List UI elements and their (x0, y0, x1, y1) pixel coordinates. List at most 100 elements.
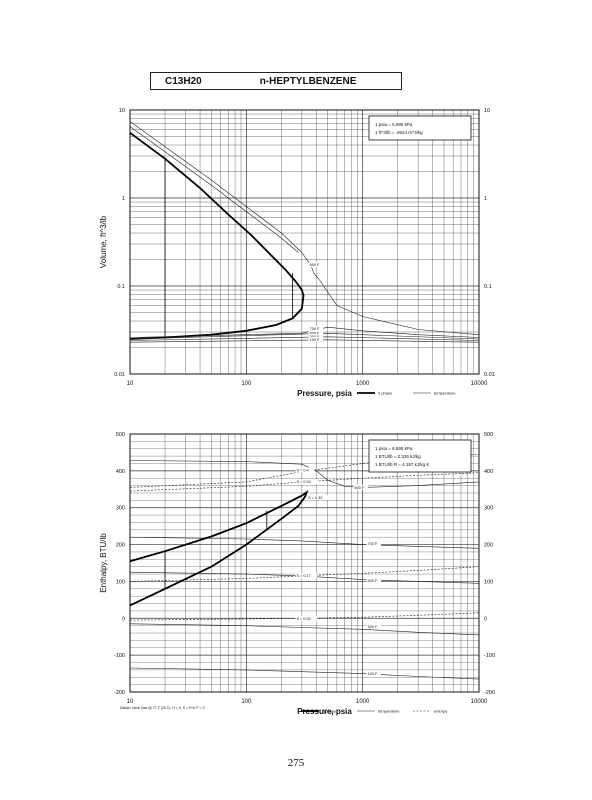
chart2-y-tick-label-left: 400 (116, 469, 125, 475)
chart2-curve-label: S = 0.30 (308, 496, 322, 500)
chart2-y-tick-label-left: 0 (122, 616, 125, 622)
chart1-2phase-curve-0 (129, 132, 305, 340)
chart1-y-tick-label-right: 0.01 (484, 372, 495, 378)
chart2-y-tick-label-left: -100 (114, 653, 125, 659)
compound-formula: C13H20 (165, 75, 202, 87)
chart2-curve-label: 300 F (367, 625, 377, 629)
chart1-curve-label: 500 F (310, 331, 320, 335)
chart2-y-tick-label-right: 500 (484, 432, 493, 438)
chart2-y-tick-label-right: 100 (484, 579, 493, 585)
chart1-curve-label: 600 F (310, 263, 320, 267)
chart2-legend-label: temperature (378, 709, 400, 714)
datum-footnote: Datum: Ideal Gas @ 77 F (25 C), H = 0, S… (120, 706, 205, 710)
chart2-2phase-curve-0 (129, 489, 309, 607)
chart1-curve-label: 300 F (310, 335, 320, 339)
chart2-y-tick-label-left: 300 (116, 506, 125, 512)
chart1-curve-label-bg (308, 330, 324, 336)
chart2-curve-label: S = 0.17 (297, 574, 311, 578)
chart2-curve-label: 600 F (354, 486, 364, 490)
chart2-entropy-curve-9 (129, 612, 480, 621)
chart1-curve-label-bg (308, 337, 324, 343)
chart1-plot-frame (129, 109, 480, 375)
chart2-x-tick-label: 100 (241, 699, 252, 705)
chart2-conversion-box (368, 439, 472, 473)
page-number: 275 (287, 757, 305, 769)
chart1-y-tick-label-left: 10 (119, 108, 125, 114)
chart1-y-tick-label-left: 1 (122, 196, 125, 202)
chart2-y-tick-label-left: 200 (116, 543, 125, 549)
chart2-curve-label-bg (295, 573, 317, 579)
chart2-curve-label-bg (307, 495, 329, 500)
chart2-x-axis-label: Pressure, psia (297, 707, 352, 716)
chart2-y-tick-label-left: 500 (116, 432, 125, 438)
volume-pressure-chart: 10 100 1000 10000 0.01 0.01 0.1 0.1 1 1 10 10 Pressu… (99, 108, 495, 398)
chart2-curve-label: S = 0.4 (297, 468, 309, 472)
chart1-temperature-curve-1 (129, 121, 480, 335)
chart1-x-tick-label: 10 (127, 381, 134, 387)
chart2-curve-label-bg (353, 485, 368, 491)
chart1-x-tick-label: 1000 (356, 381, 370, 387)
chart2-x-tick-label: 10000 (471, 699, 488, 705)
chart2-curve-label-bg (366, 624, 381, 629)
chart1-y-tick-label-right: 0.1 (484, 284, 492, 290)
chart2-conversion-text: 1 psia = 6.895 kPa (375, 446, 413, 451)
chart2-x-tick-label: 10 (127, 699, 134, 705)
chart2-conversion-text: 1 BTU/lb R = 4.187 kJ/kg K (375, 462, 429, 467)
chart2-entropy-curve-8 (129, 566, 480, 582)
chart1-conversion-text: 1 ft^3/lb = .0624 m^3/kg (375, 130, 423, 135)
chart2-y-tick-label-left: -200 (114, 690, 125, 696)
chart1-curve-label-bg (308, 333, 324, 339)
chart2-curve-label: 100 F (367, 672, 377, 676)
chart1-curve-label-bg (308, 326, 324, 332)
chart1-temperature-curve-4 (129, 332, 480, 340)
chart2-legend-label: 2 phase (322, 709, 337, 714)
chart1-temperature-curve-3 (129, 326, 480, 338)
chart1-curve-label: 700 F (310, 327, 320, 331)
chart2-entropy-curve-7 (129, 472, 480, 492)
chart2-y-tick-label-right: 200 (484, 543, 493, 549)
chart2-x-tick-label: 1000 (356, 699, 370, 705)
chart2-curve-label-bg (366, 577, 381, 583)
chart2-y-tick-label-right: 400 (484, 469, 493, 475)
compound-title-box: C13H20 n-HEPTYLBENZENE (150, 72, 402, 90)
chart2-conversion-text: 1 BTU/lb = 2.326 kJ/kg (375, 454, 421, 459)
chart1-temperature-curve-2 (129, 126, 299, 253)
chart1-conversion-box (368, 115, 472, 141)
chart2-legend-label: entropy (434, 709, 447, 714)
chart1-curve-label-bg (308, 262, 324, 268)
chart2-y-tick-label-right: 0 (484, 616, 487, 622)
chart1-y-axis-label: Volume, ft^3/lb (99, 215, 108, 268)
enthalpy-pressure-chart: 10 100 1000 10000 -200 -200 -100 -100 0 0 100 100 20… (99, 432, 495, 716)
chart2-temperature-curve-5 (129, 667, 480, 680)
chart2-curve-label: 700 F (367, 542, 377, 546)
chart1-x-axis-label: Pressure, psia (297, 389, 352, 398)
compound-name: n-HEPTYLBENZENE (259, 75, 357, 87)
chart2-y-tick-label-right: -100 (484, 653, 495, 659)
chart2-curve-label: 500 F (367, 579, 377, 583)
chart2-y-tick-label-right: 300 (484, 506, 493, 512)
chart2-curve-label: S = 0.02 (297, 617, 311, 621)
chart1-legend-label: temperature (434, 391, 456, 396)
chart1-x-tick-label: 10000 (471, 381, 488, 387)
chart1-x-tick-label: 100 (241, 381, 252, 387)
chart2-plot-frame (129, 433, 480, 693)
chart2-entropy-curve-6 (129, 454, 480, 488)
chart2-temperature-curve-2 (129, 536, 480, 549)
chart1-legend-label: 2 phase (378, 391, 393, 396)
chart1-conversion-text: 1 psia = 6.895 kPa (375, 122, 413, 127)
chart2-temperature-curve-4 (129, 623, 480, 636)
chart2-y-tick-label-right: -200 (484, 690, 495, 696)
chart2-y-tick-label-left: 100 (116, 579, 125, 585)
chart1-curve-label: 100 F (310, 338, 320, 342)
chart1-y-tick-label-right: 10 (484, 108, 490, 114)
chart2-curve-label: S = 0.34 (297, 480, 311, 484)
chart1-y-tick-label-left: 0.01 (114, 372, 125, 378)
chart1-temperature-curve-6 (129, 339, 480, 343)
chart1-y-tick-label-right: 1 (484, 196, 487, 202)
chart2-temperature-curve-3 (129, 571, 480, 584)
chart2-curve-label-bg (295, 615, 317, 621)
chart1-y-tick-label-left: 0.1 (117, 284, 125, 290)
chart1-temperature-curve-5 (129, 336, 480, 341)
chart2-curve-label-bg (295, 479, 317, 485)
chart2-curve-label-bg (366, 670, 381, 676)
